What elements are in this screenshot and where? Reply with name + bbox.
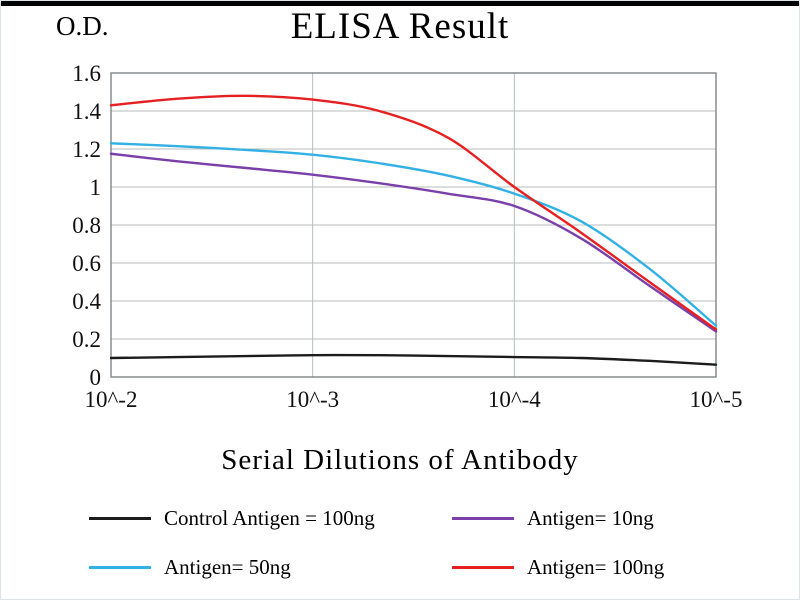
legend-item-antigen-100ng: Antigen= 100ng (452, 555, 749, 580)
legend-line-antigen-100ng (452, 566, 514, 569)
legend-label-control-antigen: Control Antigen = 100ng (164, 506, 375, 530)
svg-text:10^-3: 10^-3 (286, 387, 339, 412)
chart-legend: Control Antigen = 100ng Antigen= 10ng An… (89, 506, 749, 580)
svg-text:1.2: 1.2 (72, 137, 101, 162)
chart-title: ELISA Result (290, 6, 510, 47)
svg-text:0.6: 0.6 (72, 251, 101, 276)
top-border-rule (1, 1, 799, 6)
legend-label-antigen-50ng: Antigen= 50ng (164, 555, 291, 579)
legend-label-antigen-10ng: Antigen= 10ng (527, 506, 654, 530)
legend-label-antigen-100ng: Antigen= 100ng (527, 555, 665, 579)
legend-line-antigen-50ng (89, 566, 151, 569)
legend-item-control-antigen: Control Antigen = 100ng (89, 506, 452, 531)
plot-area: 0 0.2 0.4 0.6 0.8 1 1.2 1.4 1.6 10^-2 10^-3 10^-4 10… (72, 61, 743, 412)
svg-text:1: 1 (90, 175, 102, 200)
legend-line-control-antigen (89, 517, 151, 520)
x-axis-label: Serial Dilutions of Antibody (221, 444, 579, 476)
svg-text:0.4: 0.4 (72, 289, 101, 314)
svg-text:0.2: 0.2 (72, 327, 101, 352)
svg-text:10^-4: 10^-4 (488, 387, 541, 412)
y-axis-title: O.D. (56, 11, 109, 41)
svg-text:0: 0 (90, 365, 102, 390)
svg-text:1.4: 1.4 (72, 99, 101, 124)
legend-item-antigen-50ng: Antigen= 50ng (89, 555, 452, 580)
legend-line-antigen-10ng (452, 517, 514, 520)
svg-text:0.8: 0.8 (72, 213, 101, 238)
svg-text:10^-2: 10^-2 (85, 387, 138, 412)
svg-text:1.6: 1.6 (72, 61, 101, 86)
svg-text:10^-5: 10^-5 (690, 387, 743, 412)
legend-item-antigen-10ng: Antigen= 10ng (452, 506, 749, 531)
